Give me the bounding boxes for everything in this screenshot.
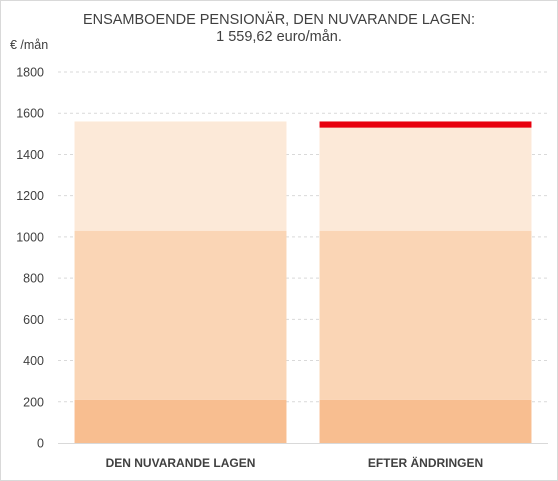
bar-segment-1-1: [74, 399, 287, 443]
y-tick-label: 400: [23, 354, 44, 368]
bar-segment-2-3: [319, 127, 532, 231]
y-tick-label: 1400: [16, 148, 44, 162]
bar-segment-2-2: [319, 230, 532, 400]
bars: [74, 121, 532, 443]
bar-segment-1-2: [74, 230, 287, 400]
y-tick-label: 1000: [16, 230, 44, 244]
y-tick-label: 800: [23, 272, 44, 286]
y-tick-label: 600: [23, 313, 44, 327]
x-category-label: EFTER ÄNDRINGEN: [368, 455, 483, 470]
y-tick-label: 0: [37, 437, 44, 451]
x-category-label: DEN NUVARANDE LAGEN: [106, 456, 256, 470]
chart-title-line1: ENSAMBOENDE PENSIONÄR, DEN NUVARANDE LAG…: [82, 12, 476, 28]
y-tick-label: 200: [23, 395, 44, 409]
y-tick-label: 1600: [16, 107, 44, 121]
chart-title: ENSAMBOENDE PENSIONÄR, DEN NUVARANDE LAG…: [0, 12, 558, 46]
y-tick-label: 1200: [16, 189, 44, 203]
bar-segment-2-4: [319, 121, 532, 128]
y-axis-unit-label: € /mån: [10, 38, 49, 52]
axis-labels: 0 200 400 600 800 1000 1200 1400 1600 1800 DEN NUV…: [16, 66, 483, 471]
chart-subtitle: 1 559,62 euro/mån.: [216, 29, 342, 45]
bar-segment-2-1: [319, 399, 532, 443]
bar-segment-1-3: [74, 121, 287, 231]
y-tick-label: 1800: [16, 66, 44, 80]
